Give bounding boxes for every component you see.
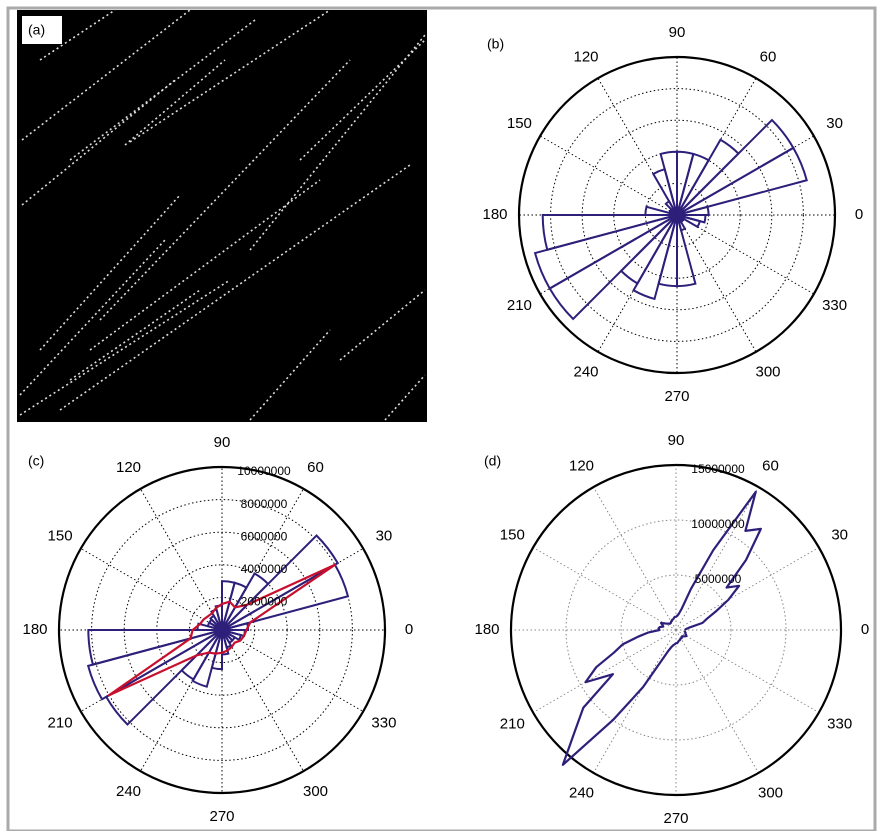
grid-spoke [676, 630, 759, 773]
r-tick-label: 8000000 [241, 497, 288, 511]
theta-tick-label: 210 [48, 714, 73, 731]
theta-tick-label: 120 [116, 459, 141, 476]
theta-tick-label: 60 [307, 459, 324, 476]
grid-spoke [533, 548, 676, 631]
polar-chart: (b) 0 30 60 90 120 150 180 210 240 270 300 330 [482, 24, 863, 405]
grid-spoke [222, 630, 363, 712]
theta-tick-label: 240 [116, 783, 141, 800]
theta-tick-label: 180 [482, 206, 507, 223]
theta-tick-label: 240 [569, 785, 594, 802]
grid-spoke [594, 630, 677, 773]
grid-spoke [141, 489, 223, 630]
theta-tick-label: 60 [760, 48, 777, 65]
grid-spoke [222, 630, 304, 771]
theta-tick-label: 120 [573, 48, 598, 65]
theta-tick-label: 330 [827, 715, 852, 732]
polar-line [563, 492, 761, 765]
theta-tick-label: 210 [500, 715, 525, 732]
panel-label: (a) [28, 22, 45, 38]
theta-tick-label: 270 [663, 810, 688, 827]
theta-tick-label: 120 [569, 457, 594, 474]
r-tick-label: 10000000 [691, 517, 745, 531]
grid-spoke [676, 548, 819, 631]
theta-tick-label: 270 [209, 808, 234, 825]
rose-bar [659, 215, 677, 286]
r-tick-label: 15000000 [691, 462, 745, 476]
panel-label: (b) [487, 36, 504, 52]
theta-tick-label: 150 [500, 526, 525, 543]
rose-bar [677, 120, 793, 215]
r-tick-label: 5000000 [695, 572, 742, 586]
theta-tick-label: 270 [664, 388, 689, 405]
theta-tick-label: 60 [762, 457, 779, 474]
image-background [17, 10, 427, 422]
rose-bar [550, 215, 677, 319]
rose-bar [106, 630, 222, 725]
image-panel: (a) [17, 10, 427, 422]
theta-tick-label: 150 [48, 527, 73, 544]
theta-tick-label: 240 [573, 364, 598, 381]
theta-tick-label: 90 [669, 24, 686, 41]
theta-tick-label: 300 [755, 364, 780, 381]
polar-chart: (c) 0 30 60 90 120 150 180 210 240 270 300 330 200000… [22, 434, 413, 825]
theta-tick-label: 330 [822, 297, 847, 314]
grid-spoke [677, 215, 756, 352]
grid-spoke [594, 487, 677, 630]
panel-label: (c) [28, 453, 44, 469]
theta-tick-label: 30 [826, 115, 843, 132]
rose-bar [222, 535, 338, 630]
theta-tick-label: 0 [405, 621, 413, 638]
theta-tick-label: 210 [507, 297, 532, 314]
grid-spoke [540, 136, 677, 215]
theta-tick-label: 90 [668, 432, 685, 449]
r-tick-label: 4000000 [241, 562, 288, 576]
theta-tick-label: 0 [861, 621, 869, 638]
theta-tick-label: 30 [831, 526, 848, 543]
theta-tick-label: 90 [214, 434, 231, 451]
figure: (a) (b)0306090120150180210240270300330(c… [0, 0, 880, 831]
theta-tick-label: 300 [303, 783, 328, 800]
r-tick-label: 2000000 [241, 595, 288, 609]
r-tick-label: 6000000 [241, 529, 288, 543]
theta-tick-label: 0 [855, 206, 863, 223]
theta-tick-label: 180 [474, 621, 499, 638]
polar-chart: (d) 0 30 60 90 120 150 180 210 240 270 300 330 500000… [474, 432, 869, 827]
panel-label: (d) [484, 453, 501, 469]
theta-tick-label: 150 [507, 115, 532, 132]
theta-tick-label: 330 [371, 714, 396, 731]
theta-tick-label: 180 [22, 621, 47, 638]
r-tick-label: 10000000 [237, 464, 291, 478]
grid-spoke [81, 549, 222, 631]
theta-tick-label: 30 [376, 527, 393, 544]
theta-tick-label: 300 [758, 785, 783, 802]
grid-spoke [676, 630, 819, 713]
